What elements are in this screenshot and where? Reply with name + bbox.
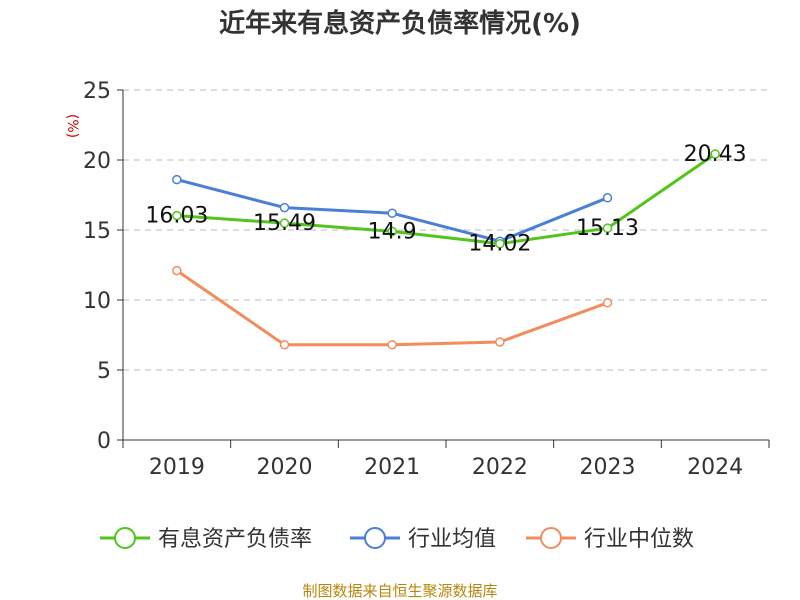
data-point[interactable] xyxy=(602,223,613,233)
x-tick-label: 2019 xyxy=(149,455,205,480)
axes: 0 5 10 15 20 25 2019 2020 2021 2022 2023 2024 xyxy=(83,79,770,480)
data-label: 15.13 xyxy=(576,216,639,241)
x-tick-label: 2023 xyxy=(580,455,636,480)
legend-swatch-marker xyxy=(114,527,136,549)
gridlines xyxy=(123,89,769,371)
data-point[interactable] xyxy=(172,174,182,185)
legend-label: 行业均值 xyxy=(408,527,496,552)
legend[interactable]: 有息资产负债率 行业均值 行业中位数 xyxy=(100,527,694,552)
data-point[interactable] xyxy=(710,149,720,159)
data-label: 16.03 xyxy=(145,204,208,229)
y-tick-label: 20 xyxy=(83,149,111,174)
data-point[interactable] xyxy=(495,337,505,347)
series-line xyxy=(175,269,609,347)
series-line xyxy=(176,152,717,246)
data-point[interactable] xyxy=(387,208,397,218)
data-label: 14.02 xyxy=(468,232,531,257)
legend-item[interactable]: 有息资产负债率 xyxy=(100,527,312,552)
x-tick-label: 2024 xyxy=(687,455,743,480)
y-tick-label: 25 xyxy=(83,79,111,104)
source-note: 制图数据来自恒生聚源数据库 xyxy=(302,582,497,600)
y-tick-label: 5 xyxy=(97,359,111,384)
data-point[interactable] xyxy=(495,238,505,249)
data-point[interactable] xyxy=(602,298,613,308)
y-tick-label: 10 xyxy=(83,289,111,314)
y-axis-unit: (%) xyxy=(64,114,80,138)
y-tick-label: 0 xyxy=(97,429,111,454)
data-point[interactable] xyxy=(279,202,290,213)
y-tick-label: 15 xyxy=(83,219,111,244)
legend-label: 行业中位数 xyxy=(584,527,694,552)
data-labels: 16.03 15.49 14.9 14.02 15.13 20.43 xyxy=(145,142,746,257)
data-label: 15.49 xyxy=(253,211,316,236)
x-tick-label: 2021 xyxy=(364,455,420,480)
data-point[interactable] xyxy=(387,340,397,350)
data-point[interactable] xyxy=(279,218,290,228)
series-group xyxy=(172,149,720,350)
x-tick-label: 2022 xyxy=(472,455,528,480)
data-point[interactable] xyxy=(387,226,397,237)
data-label: 20.43 xyxy=(684,142,747,167)
data-point[interactable] xyxy=(602,193,613,203)
legend-item[interactable]: 行业均值 xyxy=(350,527,496,552)
legend-label: 有息资产负债率 xyxy=(158,527,312,552)
legend-item[interactable]: 行业中位数 xyxy=(526,527,694,552)
data-point[interactable] xyxy=(279,340,290,350)
data-label: 14.9 xyxy=(368,219,417,244)
data-point[interactable] xyxy=(172,265,182,276)
legend-swatch-marker xyxy=(540,527,562,549)
x-tick-label: 2020 xyxy=(257,455,313,480)
data-point[interactable] xyxy=(172,210,182,221)
chart-title: 近年来有息资产负债率情况(%) xyxy=(219,8,581,39)
legend-swatch-marker xyxy=(364,527,386,549)
